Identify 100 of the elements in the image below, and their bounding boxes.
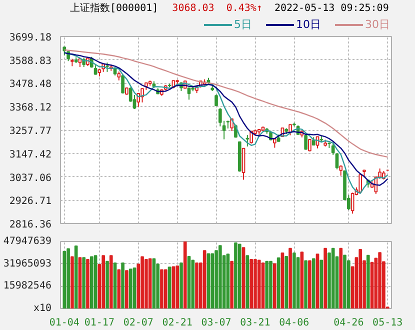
bar bbox=[191, 260, 195, 308]
y-tick-label: 31965093 bbox=[3, 258, 52, 270]
text: 2022-05-13 09:25:09 bbox=[274, 3, 389, 14]
bar bbox=[246, 255, 250, 308]
bar bbox=[343, 254, 346, 308]
bar bbox=[238, 244, 242, 308]
bar bbox=[210, 253, 214, 308]
y-tick-label: 2926.71 bbox=[9, 196, 52, 208]
bar bbox=[152, 258, 156, 308]
x-tick-label: 02-07 bbox=[123, 318, 154, 328]
y-tick-label: 3478.48 bbox=[9, 79, 52, 90]
bar bbox=[90, 256, 94, 308]
bar bbox=[250, 258, 253, 308]
bar bbox=[82, 257, 86, 308]
bar bbox=[218, 245, 222, 308]
bar bbox=[339, 248, 343, 308]
y-tick-label: 3147.42 bbox=[9, 149, 52, 160]
bar bbox=[254, 258, 257, 308]
bar bbox=[265, 260, 269, 308]
bar bbox=[316, 254, 320, 308]
bar bbox=[257, 260, 261, 308]
bar bbox=[195, 262, 198, 308]
legend-label: 5日 bbox=[234, 18, 252, 31]
candlestick bbox=[335, 152, 339, 170]
y-tick-label: 47947639 bbox=[3, 236, 52, 247]
candlestick bbox=[350, 192, 354, 214]
bar bbox=[312, 258, 316, 308]
x-tick-label: 03-21 bbox=[240, 318, 270, 328]
bar bbox=[180, 262, 183, 308]
x-tick-label: 02-21 bbox=[162, 318, 192, 328]
x-tick-label: 01-17 bbox=[84, 318, 114, 328]
chart-title: 上证指数[000001] bbox=[70, 3, 158, 14]
bar bbox=[366, 254, 370, 308]
bar bbox=[140, 256, 144, 308]
legend-label: 10日 bbox=[296, 18, 321, 31]
bar bbox=[160, 269, 164, 308]
y-tick-label: 3257.77 bbox=[9, 126, 52, 137]
bar bbox=[280, 252, 284, 308]
x-tick-label: 03-07 bbox=[201, 318, 232, 328]
candlestick bbox=[214, 94, 218, 106]
bar bbox=[292, 252, 296, 308]
bar bbox=[378, 252, 382, 308]
bar bbox=[273, 263, 276, 308]
bar bbox=[176, 266, 179, 308]
bar bbox=[320, 260, 324, 308]
bar bbox=[144, 258, 148, 308]
text: 0.43%↑ bbox=[226, 3, 262, 14]
bar bbox=[183, 242, 187, 308]
bar bbox=[70, 256, 74, 308]
candlestick bbox=[187, 87, 191, 100]
x-tick-label: 01-04 bbox=[49, 318, 80, 328]
bar bbox=[148, 258, 152, 308]
bar bbox=[331, 248, 335, 308]
bar bbox=[358, 249, 362, 308]
bar bbox=[125, 270, 128, 308]
bar bbox=[121, 262, 124, 308]
bar bbox=[370, 262, 374, 308]
bar bbox=[62, 250, 66, 308]
bar bbox=[132, 267, 136, 308]
candlestick bbox=[308, 138, 312, 152]
y-tick-label: 3368.12 bbox=[9, 102, 52, 114]
bar bbox=[187, 256, 191, 308]
bar bbox=[74, 246, 78, 308]
bar bbox=[242, 247, 246, 308]
y-tick-label: 15982546 bbox=[3, 280, 52, 292]
bar bbox=[234, 242, 238, 308]
y-tick-label: 3588.83 bbox=[9, 56, 52, 67]
bar bbox=[102, 255, 106, 308]
bar bbox=[269, 260, 272, 308]
bar bbox=[109, 255, 113, 308]
bar bbox=[206, 253, 210, 308]
x-tick-label: 04-06 bbox=[279, 318, 310, 328]
bar bbox=[202, 250, 206, 308]
y-tick-label: 2816.36 bbox=[9, 220, 52, 230]
bar bbox=[66, 248, 70, 308]
bar bbox=[164, 269, 168, 308]
text: 3068.03 bbox=[172, 3, 214, 14]
bar bbox=[230, 260, 234, 308]
bar bbox=[128, 268, 132, 308]
bar bbox=[117, 269, 121, 308]
bar bbox=[324, 248, 327, 308]
bar bbox=[288, 248, 292, 308]
bar bbox=[94, 255, 98, 308]
candlestick bbox=[106, 62, 109, 72]
legend-label: 30日 bbox=[365, 18, 390, 31]
bar bbox=[261, 262, 265, 308]
y-tick-label: x10 bbox=[33, 303, 52, 314]
bar bbox=[86, 258, 90, 308]
bar bbox=[304, 260, 308, 308]
bar bbox=[172, 266, 176, 308]
bar bbox=[226, 254, 230, 308]
x-tick-label: 04-26 bbox=[334, 318, 364, 328]
y-tick-label: 3037.06 bbox=[9, 172, 52, 184]
bar bbox=[106, 260, 109, 308]
bar bbox=[300, 252, 304, 308]
bar bbox=[276, 257, 280, 308]
x-tick-label: 05-13 bbox=[372, 318, 403, 328]
y-tick-label: 3699.18 bbox=[9, 32, 52, 44]
candlestick bbox=[331, 143, 335, 156]
bar bbox=[168, 266, 172, 308]
